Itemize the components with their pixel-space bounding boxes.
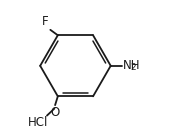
Text: HCl: HCl [28,116,48,129]
Text: O: O [51,106,60,119]
Text: NH: NH [123,59,141,72]
Text: F: F [42,15,49,28]
Text: 2: 2 [130,63,136,72]
